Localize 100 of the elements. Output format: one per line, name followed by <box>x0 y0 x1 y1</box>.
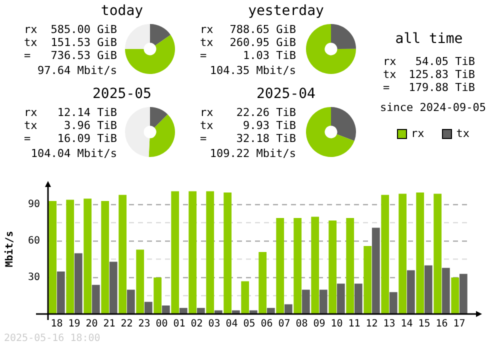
chart-title: today <box>100 3 144 19</box>
y-tick-label: 30 <box>28 272 40 284</box>
bar <box>416 192 424 314</box>
text: 104.04 Mbit/s <box>30 147 117 160</box>
bar <box>294 218 302 314</box>
bar <box>451 278 460 314</box>
bar <box>284 304 292 314</box>
bar <box>196 308 205 314</box>
x-tick-label: 12 <box>366 318 378 330</box>
bar <box>336 284 345 314</box>
x-tick-label: 06 <box>260 318 273 330</box>
bar <box>319 290 328 314</box>
x-tick-label: 10 <box>330 318 343 330</box>
x-tick-label: 22 <box>120 318 133 330</box>
bar <box>118 194 127 314</box>
bar <box>171 191 180 314</box>
bar <box>74 253 82 314</box>
x-tick-label: 05 <box>243 318 256 330</box>
x-tick-label: 07 <box>278 318 290 330</box>
text: rx 585.00 GiB <box>24 23 117 36</box>
text: rx 22.26 TiB <box>200 106 296 119</box>
bar <box>179 308 188 314</box>
x-tick-label: 16 <box>436 318 448 330</box>
bar <box>372 228 380 314</box>
bar <box>126 290 135 314</box>
text: 109.22 Mbit/s <box>210 147 296 160</box>
bar <box>328 220 337 314</box>
bar <box>66 200 74 314</box>
x-tick-label: 08 <box>296 318 308 330</box>
x-tick-label: 15 <box>418 318 430 330</box>
text: tx 3.96 TiB <box>24 119 117 132</box>
bar <box>48 201 57 314</box>
y-axis-title: Mbit/s <box>4 230 16 268</box>
legend-label: rx <box>411 127 424 140</box>
bar <box>311 216 320 314</box>
bar <box>154 278 162 314</box>
x-tick-label: 11 <box>348 318 360 330</box>
chart-title: 2025-04 <box>255 86 316 102</box>
bar <box>406 270 415 314</box>
text: rx 12.14 TiB <box>24 106 117 119</box>
bar <box>354 284 362 314</box>
bar <box>302 290 310 314</box>
text: = 1.03 TiB <box>200 49 296 62</box>
x-tick-label: 02 <box>190 318 203 330</box>
y-tick-label: 60 <box>28 236 40 247</box>
text: 104.35 Mbit/s <box>210 64 296 77</box>
text: = 179.88 TiB <box>383 81 475 94</box>
bar <box>56 271 65 314</box>
bar <box>101 201 110 314</box>
text: = 736.53 GiB <box>24 49 117 62</box>
bar <box>144 302 152 314</box>
text: rx 788.65 GiB <box>200 23 296 36</box>
bar <box>364 246 372 314</box>
text: = 32.18 TiB <box>200 132 296 145</box>
bar <box>241 281 250 314</box>
bar <box>389 292 398 314</box>
bar <box>381 194 390 314</box>
x-tick-label: 23 <box>138 318 150 330</box>
bar <box>92 284 100 314</box>
bar <box>442 268 450 314</box>
text: since 2024-09-05 <box>380 101 486 114</box>
x-tick-label: 04 <box>226 318 238 330</box>
text: all time <box>394 31 464 47</box>
bar <box>84 198 92 314</box>
text: tx 260.95 GiB <box>200 36 296 49</box>
text: tx 151.53 GiB <box>24 36 117 49</box>
x-tick-label: 13 <box>383 318 396 330</box>
x-tick-label: 20 <box>86 318 98 330</box>
text: = 16.09 TiB <box>24 132 117 145</box>
x-tick-label: 14 <box>400 318 413 330</box>
x-tick-label: 01 <box>173 318 186 330</box>
bar <box>276 218 284 314</box>
bar <box>136 250 144 314</box>
bar <box>224 192 232 314</box>
chart-title: 2025-05 <box>91 86 152 102</box>
bar <box>346 218 354 314</box>
bar <box>434 194 442 314</box>
bar <box>266 308 275 314</box>
bar <box>398 194 407 314</box>
x-tick-label: 00 <box>156 318 168 330</box>
bar <box>109 262 118 314</box>
bar <box>424 265 432 314</box>
y-tick-label: 90 <box>28 199 40 210</box>
bar <box>206 191 214 314</box>
chart-title: yesterday <box>247 3 325 19</box>
x-tick-label: 17 <box>453 318 466 330</box>
bar <box>459 274 468 314</box>
text: rx 54.05 TiB <box>383 55 475 68</box>
bar <box>188 191 197 314</box>
x-tick-label: 18 <box>50 318 63 330</box>
legend-label: tx <box>456 127 470 140</box>
text: tx 125.83 TiB <box>383 68 475 81</box>
x-tick-label: 03 <box>208 318 220 330</box>
text: 97.64 Mbit/s <box>38 64 117 77</box>
text: tx 9.93 TiB <box>200 119 296 132</box>
x-tick-label: 09 <box>313 318 326 330</box>
x-tick-label: 21 <box>103 318 116 330</box>
bar <box>162 305 170 314</box>
bar <box>258 252 267 314</box>
x-tick-label: 19 <box>68 318 80 330</box>
